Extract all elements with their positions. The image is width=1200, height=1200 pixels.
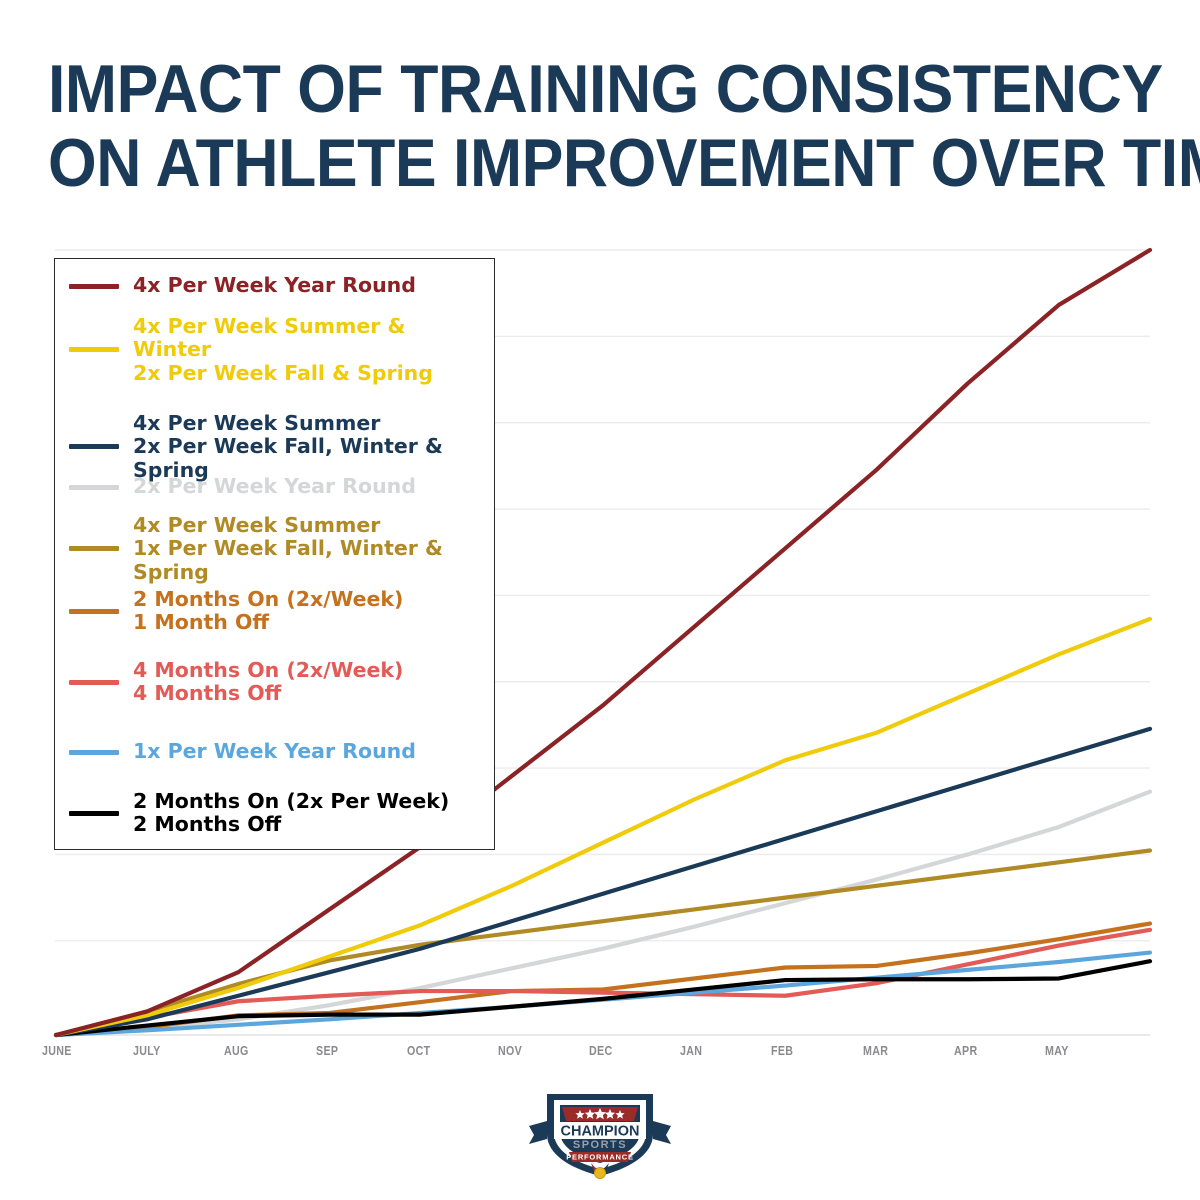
logo-shield-icon: CHAMPION SPORTS PERFORMANCE xyxy=(529,1094,671,1179)
x-axis-tick-label: MAY xyxy=(1044,1043,1069,1058)
legend-item[interactable]: 2 Months On (2x/Week) 1 Month Off xyxy=(69,586,486,635)
logo-performance-text: PERFORMANCE xyxy=(566,1153,634,1162)
x-axis-labels: JUNE JULY AUG SEP OCT NOV DEC JAN FEB MAR APR MAY xyxy=(0,1043,1200,1067)
legend-item[interactable]: 2 Months On (2x Per Week) 2 Months Off xyxy=(69,788,486,837)
ribbon-left xyxy=(529,1121,547,1144)
x-axis-tick-label: DEC xyxy=(589,1043,613,1058)
legend-color-swatch xyxy=(69,484,119,490)
x-axis-tick-label: JULY xyxy=(133,1043,161,1058)
legend-item[interactable]: 2x Per Week Year Round xyxy=(69,475,486,499)
title-line-2: ON ATHLETE IMPROVEMENT OVER TIME xyxy=(48,125,1200,201)
legend-item-label: 2x Per Week Year Round xyxy=(133,474,416,499)
legend-item-label: 4 Months On (2x/Week) 4 Months Off xyxy=(133,657,404,705)
logo-champion-text: CHAMPION xyxy=(561,1124,640,1140)
x-axis-tick-label: OCT xyxy=(406,1043,431,1058)
chart-series-line xyxy=(53,959,1153,1038)
x-axis-tick-label: SEP xyxy=(315,1043,338,1058)
legend-item[interactable]: 1x Per Week Year Round xyxy=(69,740,486,764)
x-axis-tick-label: FEB xyxy=(771,1043,794,1058)
page-title: IMPACT OF TRAINING CONSISTENCY ON ATHLET… xyxy=(0,52,1200,200)
x-axis-tick-label: AUG xyxy=(224,1043,250,1058)
legend-item-label: 2 Months On (2x Per Week) 2 Months Off xyxy=(133,788,450,836)
legend-color-swatch xyxy=(69,283,119,289)
chart-series-line xyxy=(53,616,1153,1038)
chart-series-line xyxy=(53,247,1153,1038)
legend-item[interactable]: 4 Months On (2x/Week) 4 Months Off xyxy=(69,657,486,706)
x-axis-tick-label: JUNE xyxy=(42,1043,72,1058)
chart-series-line xyxy=(53,927,1153,1038)
legend-color-swatch xyxy=(69,347,119,353)
performance-banner xyxy=(569,1152,631,1162)
legend-color-swatch xyxy=(69,546,119,552)
legend-color-swatch xyxy=(69,444,119,450)
legend-item-label: 2 Months On (2x/Week) 1 Month Off xyxy=(133,586,404,634)
legend-item[interactable]: 4x Per Week Summer & Winter 2x Per Week … xyxy=(69,313,486,386)
champion-sports-performance-logo: CHAMPION SPORTS PERFORMANCE xyxy=(527,1088,673,1180)
legend-item[interactable]: 4x Per Week Summer 2x Per Week Fall, Win… xyxy=(69,410,486,483)
x-axis-tick-label: NOV xyxy=(497,1043,522,1058)
logo-sports-text: SPORTS xyxy=(573,1139,627,1151)
legend-color-swatch xyxy=(69,810,119,816)
chart-series-line xyxy=(53,848,1153,1038)
chart-series-line xyxy=(53,726,1153,1038)
title-line-1: IMPACT OF TRAINING CONSISTENCY xyxy=(48,51,1163,127)
chart-series-line xyxy=(53,789,1153,1038)
legend-color-swatch xyxy=(69,749,119,755)
legend-color-swatch xyxy=(69,608,119,614)
legend-color-swatch xyxy=(69,679,119,685)
x-axis-tick-label: MAR xyxy=(862,1043,888,1058)
x-axis-tick-label: JAN xyxy=(680,1043,703,1058)
legend-item-label: 4x Per Week Summer & Winter 2x Per Week … xyxy=(133,313,433,385)
champion-plate xyxy=(554,1122,646,1139)
legend-item[interactable]: 4x Per Week Summer 1x Per Week Fall, Win… xyxy=(69,512,486,585)
legend-item[interactable]: 4x Per Week Year Round xyxy=(69,274,486,298)
legend-item-label: 1x Per Week Year Round xyxy=(133,739,416,764)
legend-item-label: 4x Per Week Year Round xyxy=(133,273,416,298)
legend-item-label: 4x Per Week Summer 1x Per Week Fall, Win… xyxy=(133,512,443,584)
stars-group xyxy=(575,1108,625,1120)
chart-legend: 4x Per Week Year Round 4x Per Week Summer… xyxy=(54,258,495,850)
medal-icon xyxy=(594,1167,606,1179)
ribbon-right xyxy=(653,1121,671,1144)
legend-item-label: 4x Per Week Summer 2x Per Week Fall, Win… xyxy=(133,410,443,482)
x-axis-tick-label: APR xyxy=(953,1043,978,1058)
